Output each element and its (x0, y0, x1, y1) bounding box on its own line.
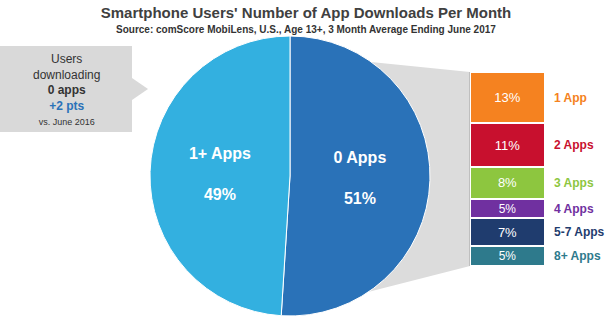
svg-text:2 Apps: 2 Apps (554, 138, 594, 152)
svg-text:Source: comScore MobiLens, U.S: Source: comScore MobiLens, U.S., Age 13+… (116, 24, 496, 35)
svg-text:7%: 7% (498, 225, 517, 240)
svg-text:1 App: 1 App (554, 91, 587, 105)
svg-text:8+ Apps: 8+ Apps (554, 249, 601, 263)
svg-text:0 Apps51%: 0 Apps51% (334, 149, 387, 208)
svg-text:1+ Apps49%: 1+ Apps49% (189, 145, 251, 204)
svg-text:11%: 11% (495, 138, 520, 153)
svg-text:5-7 Apps: 5-7 Apps (554, 225, 605, 239)
svg-text:Usersdownloading0 apps+2 ptsvs: Usersdownloading0 apps+2 ptsvs. June 201… (33, 52, 100, 127)
svg-text:3 Apps: 3 Apps (554, 176, 594, 190)
svg-text:8%: 8% (498, 175, 517, 190)
svg-text:5%: 5% (499, 202, 517, 216)
svg-text:13%: 13% (494, 90, 520, 105)
svg-text:Smartphone Users' Number of Ap: Smartphone Users' Number of App Download… (101, 4, 512, 21)
svg-text:5%: 5% (499, 249, 517, 263)
svg-text:4 Apps: 4 Apps (554, 202, 594, 216)
